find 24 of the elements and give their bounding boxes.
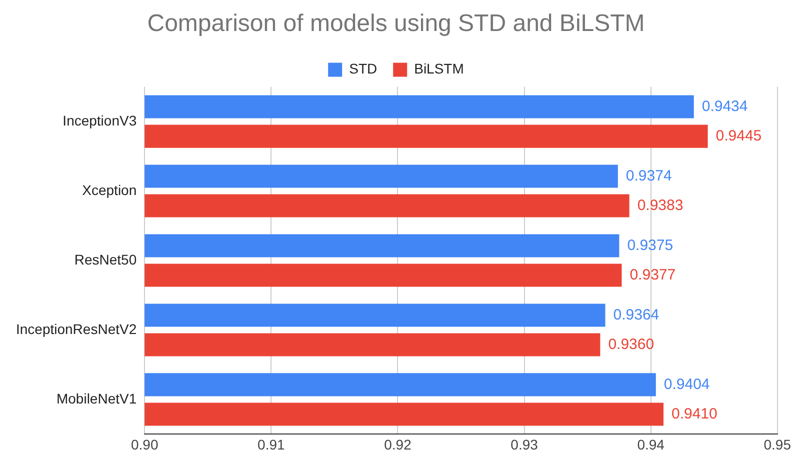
x-tick-label: 0.92	[384, 436, 412, 452]
data-label: 0.9383	[637, 196, 684, 214]
data-label: 0.9377	[630, 266, 676, 284]
data-label: 0.9404	[664, 376, 710, 393]
data-label: 0.9445	[716, 127, 762, 144]
legend-label: STD	[349, 60, 378, 77]
data-label: 0.9410	[671, 405, 718, 422]
x-tick-label: 0.90	[131, 436, 158, 452]
data-label: 0.9364	[613, 306, 660, 324]
y-tick-label: InceptionV3	[62, 112, 137, 128]
y-tick-label: Xception	[82, 182, 137, 198]
y-tick-label: InceptionResNetV2	[16, 320, 137, 337]
x-tick-label: 0.91	[258, 436, 286, 452]
data-label: 0.9360	[608, 336, 654, 353]
chart-title: Comparison of models using STD and BiLSTM	[147, 10, 645, 38]
x-tick-label: 0.95	[764, 436, 792, 452]
data-label: 0.9374	[626, 167, 672, 184]
legend-label: BiLSTM	[414, 60, 464, 77]
data-label: 0.9375	[627, 236, 674, 254]
data-label: 0.9434	[702, 98, 748, 115]
y-tick-label: MobileNetV1	[56, 390, 137, 406]
y-tick-label: ResNet50	[74, 251, 137, 268]
x-tick-label: 0.94	[637, 436, 665, 452]
x-tick-label: 0.93	[510, 436, 538, 452]
